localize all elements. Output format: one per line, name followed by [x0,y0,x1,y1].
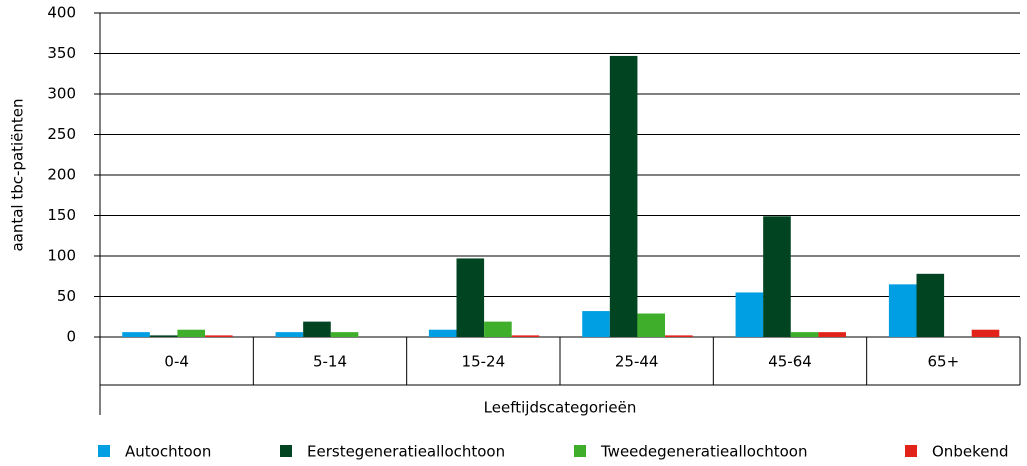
bar [818,332,846,337]
y-axis-title: aantal tbc-patiënten [9,98,27,251]
bar [971,329,1000,337]
bar [275,332,304,337]
bar [484,321,512,337]
bar [763,216,791,337]
bar [888,284,917,337]
bar [122,332,150,337]
bar [428,329,457,337]
legend-label: Onbekend [932,443,1008,461]
legend-label: Tweedegeneratieallochtoon [600,443,807,461]
x-tick-label: 45-64 [768,353,812,371]
legend-label: Eerstegeneratieallochtoon [307,443,505,461]
y-tick-label: 250 [47,125,76,143]
bar [303,321,331,337]
bar [582,311,610,337]
legend-swatch [905,445,917,457]
legend-label: Autochtoon [125,443,211,461]
bar [609,55,638,338]
y-tick-label: 100 [47,247,76,265]
y-tick-label: 400 [47,4,76,22]
legend-swatch [574,445,586,457]
x-axis-title: Leeftijdscategorieën [484,399,637,417]
bar [665,335,693,337]
x-tick-label: 25-44 [615,353,659,371]
y-tick-label: 300 [47,85,76,103]
bar [511,335,540,337]
x-tick-label: 0-4 [164,353,189,371]
x-tick-label: 65+ [928,353,960,371]
bar [330,332,359,337]
y-tick-label: 0 [66,328,76,346]
y-tick-label: 350 [47,44,76,62]
legend-swatch [280,445,292,457]
y-tick-label: 50 [57,287,76,305]
x-tick-label: 5-14 [313,353,347,371]
y-tick-label: 150 [47,206,76,224]
bar [149,335,178,337]
bar [177,329,206,337]
x-tick-label: 15-24 [462,353,506,371]
bar [735,292,764,337]
bar [456,258,485,337]
legend-swatch [98,445,110,457]
bar [790,332,819,337]
y-tick-label: 200 [47,166,76,184]
bar [637,313,666,337]
bar [916,273,945,337]
bar [205,335,233,337]
